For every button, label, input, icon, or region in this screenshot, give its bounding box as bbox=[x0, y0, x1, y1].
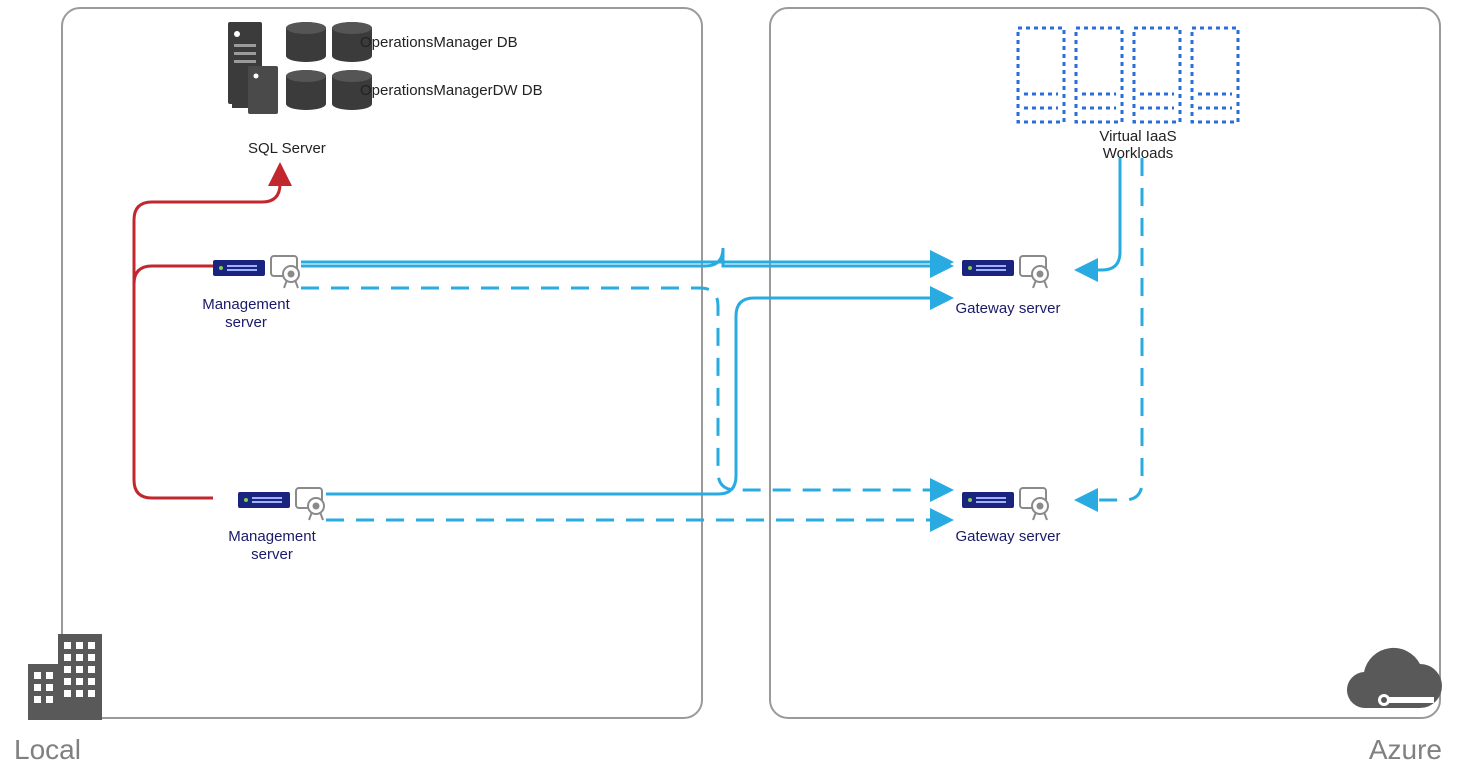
mgmt-server-1-icon bbox=[213, 256, 299, 288]
mgmt-server-2-icon bbox=[238, 488, 324, 520]
region-local-label: Local bbox=[14, 734, 81, 766]
edge-mgmt1-to-gw2 bbox=[301, 288, 950, 490]
region-azure-label: Azure bbox=[1369, 734, 1442, 766]
db-label-2: OperationsManagerDW DB bbox=[360, 82, 543, 99]
db-label-1: OperationsManager DB bbox=[360, 34, 518, 51]
edge-mgmt1-gw1-solid-main bbox=[301, 266, 950, 298]
gateway-server-1-icon bbox=[962, 256, 1048, 288]
sql-server-icon bbox=[228, 22, 372, 114]
gateway-server-2-icon bbox=[962, 488, 1048, 520]
vm-workloads-icon bbox=[1018, 28, 1238, 122]
region-local-box bbox=[62, 8, 702, 718]
cloud-icon bbox=[1347, 648, 1442, 708]
sql-server-label: SQL Server bbox=[248, 140, 326, 157]
diagram-canvas bbox=[0, 0, 1468, 783]
gw1-label: Gateway server bbox=[938, 300, 1078, 318]
gw2-label: Gateway server bbox=[938, 528, 1078, 546]
edge-vms-to-gw2 bbox=[1078, 158, 1142, 500]
building-icon bbox=[28, 634, 102, 720]
mgmt2-label: Management server bbox=[212, 528, 332, 564]
region-azure-box bbox=[770, 8, 1440, 718]
edge-mgmt-to-sql bbox=[134, 166, 280, 498]
edge-mgmt2-to-gw1 bbox=[326, 298, 950, 494]
edge-vms-to-gw1 bbox=[1078, 158, 1120, 270]
mgmt1-label: Management server bbox=[186, 296, 306, 332]
vms-label: Virtual IaaS Workloads bbox=[1078, 128, 1198, 162]
